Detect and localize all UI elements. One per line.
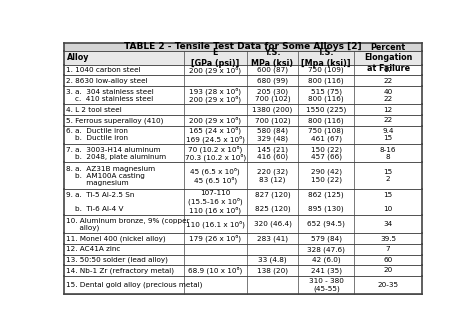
Text: Percent
Elongation
at Failure: Percent Elongation at Failure: [364, 43, 412, 73]
Text: 12: 12: [383, 107, 393, 113]
Text: 800 (116): 800 (116): [309, 117, 344, 124]
Text: 652 (94.5): 652 (94.5): [307, 221, 345, 227]
Text: 42 (6.0): 42 (6.0): [312, 257, 341, 263]
Text: 580 (84)
329 (48): 580 (84) 329 (48): [257, 128, 288, 142]
Text: 68.9 (10 x 10⁶): 68.9 (10 x 10⁶): [188, 267, 242, 274]
Text: 9. a.  Ti-5 Al-2.5 Sn

    b.  Ti-6 Al-4 V: 9. a. Ti-5 Al-2.5 Sn b. Ti-6 Al-4 V: [66, 192, 135, 212]
Text: 20: 20: [383, 268, 393, 274]
Text: 14. Nb-1 Zr (refractory metal): 14. Nb-1 Zr (refractory metal): [66, 267, 174, 274]
Text: 7. a.  3003-H14 aluminum
    b.  2048, plate aluminum: 7. a. 3003-H14 aluminum b. 2048, plate a…: [66, 147, 166, 160]
Text: 7: 7: [386, 246, 391, 252]
Bar: [64, 105, 422, 115]
Text: 70 (10.2 x 10⁶)
70.3 (10.2 x 10⁶): 70 (10.2 x 10⁶) 70.3 (10.2 x 10⁶): [184, 145, 246, 161]
Text: 328 (47.6): 328 (47.6): [307, 246, 345, 253]
Text: 4. L 2 tool steel: 4. L 2 tool steel: [66, 107, 122, 113]
Text: 1. 1040 carbon steel: 1. 1040 carbon steel: [66, 67, 141, 73]
Text: 750 (109): 750 (109): [309, 67, 344, 73]
Text: 8-16
8: 8-16 8: [380, 147, 396, 160]
Text: 220 (32)
83 (12): 220 (32) 83 (12): [257, 169, 288, 183]
Text: 200 (29 x 10⁶): 200 (29 x 10⁶): [189, 117, 241, 124]
Text: 1380 (200): 1380 (200): [252, 107, 292, 113]
Bar: [64, 86, 422, 105]
Text: 241 (35): 241 (35): [311, 267, 342, 274]
Text: 150 (22)
457 (66): 150 (22) 457 (66): [311, 146, 342, 160]
Text: 6. a.  Ductile iron
    b.  Ductile iron: 6. a. Ductile iron b. Ductile iron: [66, 128, 128, 141]
Text: 22: 22: [383, 117, 393, 123]
Text: T.S.
[Mpa (ksi)]: T.S. [Mpa (ksi)]: [301, 48, 351, 67]
Text: 40
22: 40 22: [383, 89, 393, 102]
Text: 750 (108)
461 (67): 750 (108) 461 (67): [309, 128, 344, 142]
Text: 862 (125)

895 (130): 862 (125) 895 (130): [309, 191, 344, 212]
Bar: [64, 75, 422, 86]
Text: Alloy: Alloy: [66, 53, 89, 62]
Text: 827 (120)

825 (120): 827 (120) 825 (120): [255, 191, 290, 212]
Text: 10. Aluminum bronze, 9% (copper
      alloy): 10. Aluminum bronze, 9% (copper alloy): [66, 217, 190, 231]
Bar: [64, 276, 422, 294]
Bar: [64, 51, 422, 65]
Text: 145 (21)
416 (60): 145 (21) 416 (60): [257, 146, 288, 160]
Text: 579 (84): 579 (84): [311, 235, 342, 242]
Text: 800 (116): 800 (116): [309, 77, 344, 84]
Text: 320 (46.4): 320 (46.4): [254, 221, 292, 227]
Text: 9.4
15: 9.4 15: [383, 128, 394, 141]
Text: 39.5: 39.5: [380, 236, 396, 242]
Text: 110 (16.1 x 10⁶): 110 (16.1 x 10⁶): [186, 220, 245, 228]
Bar: [64, 125, 422, 144]
Text: 700 (102): 700 (102): [255, 117, 290, 124]
Text: 310 - 380
(45-55): 310 - 380 (45-55): [309, 278, 344, 292]
Bar: [64, 65, 422, 75]
Text: 20-35: 20-35: [378, 282, 399, 288]
Bar: [64, 162, 422, 189]
Bar: [64, 189, 422, 215]
Text: 290 (42)
150 (22): 290 (42) 150 (22): [311, 169, 342, 183]
Text: 17: 17: [383, 67, 393, 73]
Bar: [64, 265, 422, 276]
Text: 200 (29 x 10⁶): 200 (29 x 10⁶): [189, 66, 241, 74]
Text: 8. a.  AZ31B magnesium
    b.  AM100A casting
         magnesium: 8. a. AZ31B magnesium b. AM100A casting …: [66, 166, 155, 186]
Text: 34: 34: [383, 221, 393, 227]
Text: 600 (87): 600 (87): [257, 67, 288, 73]
Text: 33 (4.8): 33 (4.8): [258, 257, 287, 263]
Text: 15. Dental gold alloy (precious metal): 15. Dental gold alloy (precious metal): [66, 282, 202, 288]
Text: 283 (41): 283 (41): [257, 235, 288, 242]
Bar: [64, 244, 422, 255]
Text: 45 (6.5 x 10⁶)
45 (6.5 10⁶): 45 (6.5 x 10⁶) 45 (6.5 10⁶): [191, 168, 240, 184]
Text: 3. a.  304 stainless steel
    c.  410 stainless steel: 3. a. 304 stainless steel c. 410 stainle…: [66, 89, 154, 102]
Text: 22: 22: [383, 78, 393, 84]
Bar: [64, 115, 422, 125]
Text: 107-110
(15.5-16 x 10⁶)
110 (16 x 10⁶): 107-110 (15.5-16 x 10⁶) 110 (16 x 10⁶): [188, 190, 243, 213]
Bar: [64, 144, 422, 162]
Text: 12. AC41A zinc: 12. AC41A zinc: [66, 246, 120, 252]
Text: 1550 (225): 1550 (225): [306, 107, 346, 113]
Text: 165 (24 x 10⁶)
169 (24.5 x 10⁶): 165 (24 x 10⁶) 169 (24.5 x 10⁶): [186, 127, 245, 143]
Bar: [64, 255, 422, 265]
Text: 515 (75)
800 (116): 515 (75) 800 (116): [309, 88, 344, 102]
Text: 5. Ferrous superalloy (410): 5. Ferrous superalloy (410): [66, 117, 164, 124]
Text: 138 (20): 138 (20): [257, 267, 288, 274]
Text: 193 (28 x 10⁶)
200 (29 x 10⁶): 193 (28 x 10⁶) 200 (29 x 10⁶): [189, 87, 241, 103]
Text: 205 (30)
700 (102): 205 (30) 700 (102): [255, 88, 290, 102]
Text: TABLE 2 - Tensile Test Data for Some Alloys [2]: TABLE 2 - Tensile Test Data for Some All…: [124, 42, 362, 51]
Text: 680 (99): 680 (99): [257, 77, 288, 84]
Text: 13. 50:50 solder (lead alloy): 13. 50:50 solder (lead alloy): [66, 257, 168, 263]
Bar: [64, 215, 422, 233]
Text: 179 (26 x 10⁶): 179 (26 x 10⁶): [189, 235, 241, 242]
Bar: [64, 233, 422, 244]
Text: 2. 8630 low-alloy steel: 2. 8630 low-alloy steel: [66, 78, 148, 84]
Bar: [64, 43, 422, 51]
Text: 15
2: 15 2: [383, 169, 393, 182]
Text: E
[GPa (psi)]: E [GPa (psi)]: [191, 48, 239, 67]
Text: 60: 60: [383, 257, 393, 263]
Text: Y.S.
MPa (ksi): Y.S. MPa (ksi): [251, 48, 293, 67]
Text: 11. Monel 400 (nickel alloy): 11. Monel 400 (nickel alloy): [66, 235, 166, 242]
Text: 15

10: 15 10: [383, 192, 393, 212]
